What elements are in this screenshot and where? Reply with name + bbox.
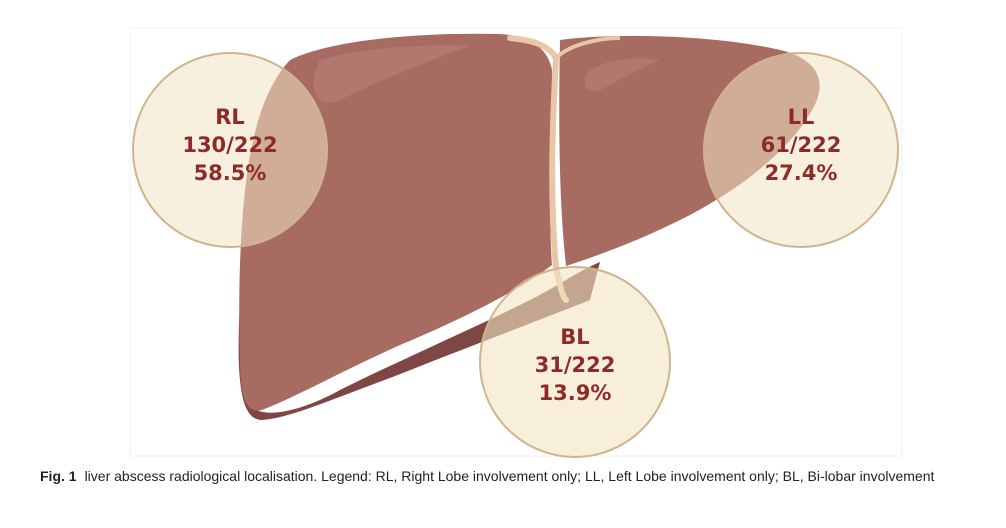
bl-code: BL [560, 325, 589, 349]
bl-circle [479, 266, 671, 458]
caption-text: liver abscess radiological localisation.… [84, 468, 935, 484]
ll-fraction: 61/222 [761, 133, 842, 157]
region-ll: LL 61/222 27.4% [703, 52, 899, 248]
liver-highlight-left [584, 58, 660, 92]
rl-fraction: 130/222 [182, 133, 277, 157]
liver-diagram: RL 130/222 58.5% LL 61/222 27.4% BL 31/2… [129, 27, 903, 458]
ligament-top [554, 36, 621, 60]
region-bl: BL 31/222 13.9% [479, 266, 671, 458]
ll-percent: 27.4% [765, 161, 838, 185]
rl-code: RL [215, 105, 245, 129]
ll-circle [703, 52, 899, 248]
ll-code: LL [788, 105, 815, 129]
figure-caption: Fig. 1 liver abscess radiological localis… [40, 468, 934, 484]
figure-label: Fig. 1 [40, 468, 77, 484]
rl-percent: 58.5% [194, 161, 267, 185]
region-rl: RL 130/222 58.5% [132, 52, 328, 248]
liver-highlight-right [313, 45, 470, 103]
bl-fraction: 31/222 [535, 353, 616, 377]
bl-percent: 13.9% [539, 381, 612, 405]
rl-circle [132, 52, 328, 248]
